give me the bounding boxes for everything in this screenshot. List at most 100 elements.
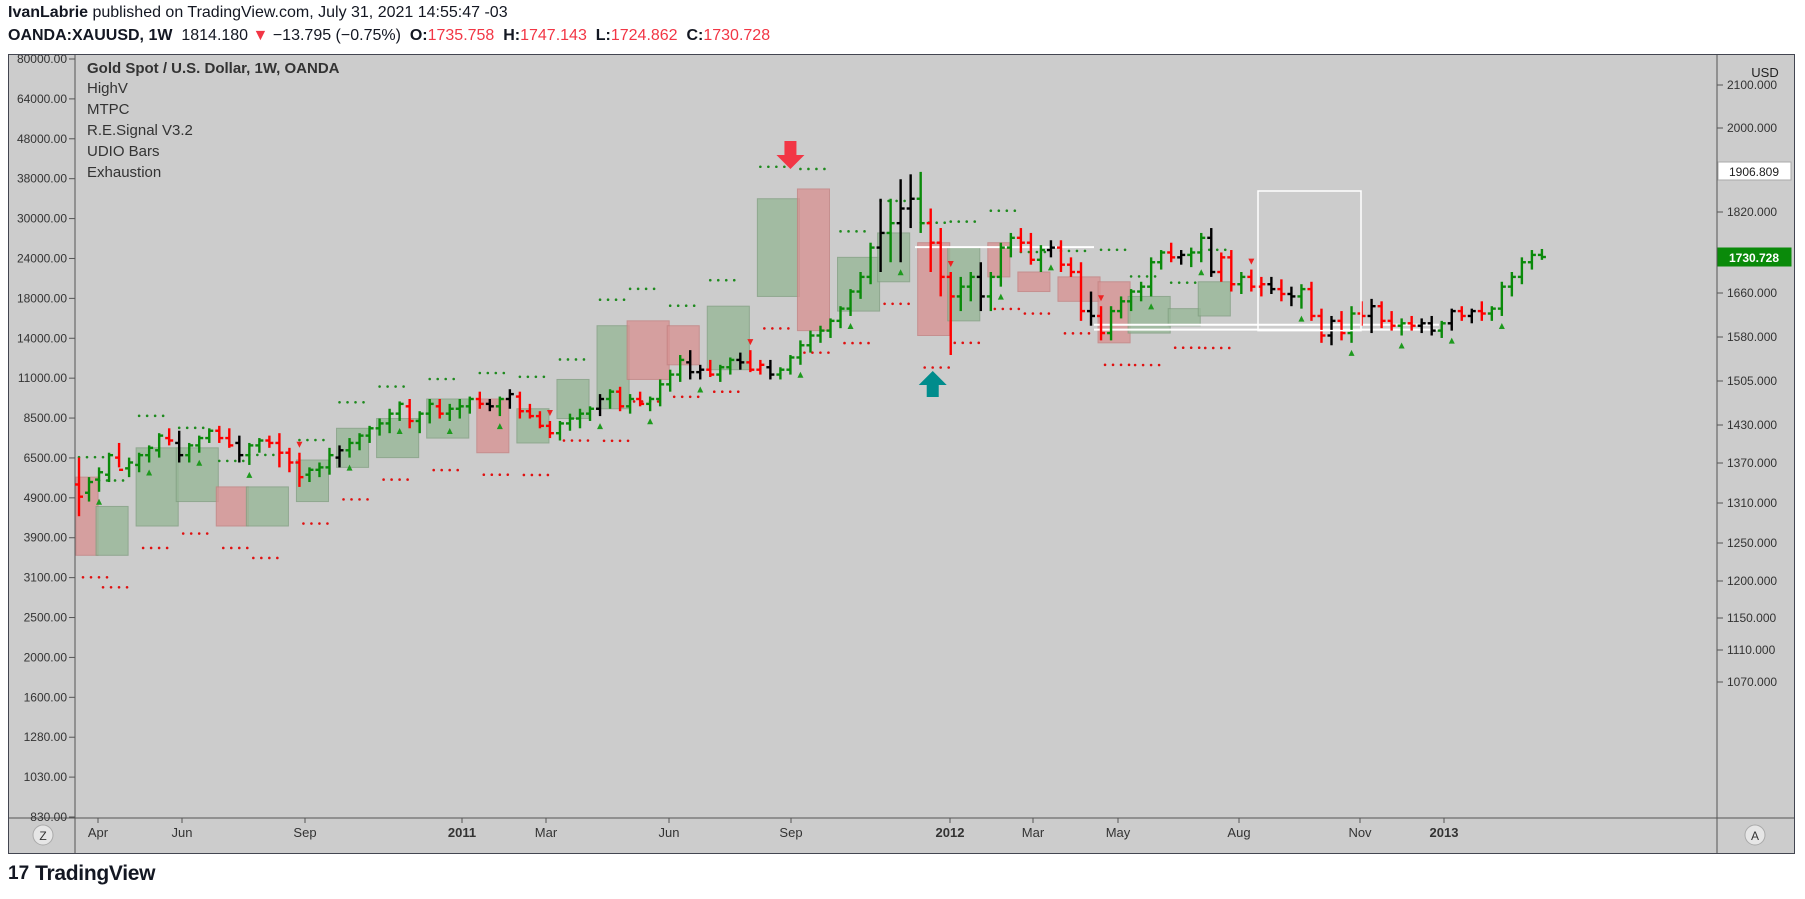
ohlc-bar [796,340,805,378]
ohlc-bar [485,398,494,412]
time-axis-label: Nov [1348,825,1372,840]
ohlc-bar [626,394,635,414]
level-dot [105,479,109,482]
level-dot [728,390,732,393]
signal-up-triangle [597,423,604,430]
level-dot [566,358,570,361]
level-dot [570,439,574,442]
ohlc-bar [135,452,144,473]
auto-scale-button[interactable]: A [1744,824,1766,846]
level-dot [640,400,644,403]
ohlc-bar [1217,252,1226,282]
level-dot [696,395,700,399]
level-dot [113,479,117,482]
ohlc-bar [365,425,374,443]
level-dot [1197,346,1201,350]
left-axis-label: 2000.00 [24,650,68,664]
level-dot [899,302,902,306]
level-dot [1219,346,1223,350]
level-dot [1079,332,1083,335]
ohlc-bar [1297,284,1306,322]
ohlc-bar [876,198,885,273]
level-dot [939,366,942,369]
level-dot [775,165,778,169]
left-axis-label: 1280.00 [24,730,68,744]
level-dot [217,459,221,463]
legend-indicator: HighV [87,80,128,97]
zoom-button-circle[interactable] [32,824,54,846]
level-dot [342,498,345,501]
right-axis-label: 1660.000 [1727,286,1777,300]
level-dot [354,400,357,404]
level-dot [456,468,460,472]
ohlc-bar [616,386,625,412]
ohlc-bar [1287,286,1296,307]
ohlc-bar [475,391,484,409]
level-dot [546,473,550,477]
ohlc-bar [1056,240,1065,273]
ohlc-bar [646,396,655,425]
signal-up-triangle [396,427,403,434]
right-axis-label: 1150.000 [1727,611,1776,625]
chart-frame[interactable]: USD 80000.00 64000.00 48000.00 38000.00 3000… [8,52,1795,854]
legend-block: Gold Spot / U.S. Dollar, 1W, OANDA HighV… [87,60,340,181]
ohlc-bar [996,242,1005,300]
level-dot [326,522,329,525]
zoom-button-label[interactable]: Z [39,829,46,843]
ohlc-bar [1427,315,1436,336]
level-dot [101,455,105,459]
ohlc-bar [766,359,775,380]
level-dot [314,438,317,442]
left-axis: 80000.00 64000.00 48000.00 38000.00 30000.00… [17,52,75,824]
ohlc-bar [1167,242,1176,263]
ohlc-bar [445,403,454,434]
level-dot [272,453,275,457]
zoom-button[interactable]: Z [32,824,54,846]
level-dot [582,358,586,361]
annotations-layer [776,141,1362,397]
signal-zone [1017,271,1051,293]
high-value: 1747.143 [520,27,587,44]
ohlc-bar [1497,281,1506,329]
level-dot [652,287,656,291]
ohlc-bar [1467,308,1476,324]
ohlc-bar [1387,311,1396,331]
ohlc-bar [806,330,815,353]
level-dot [807,167,810,171]
level-dot [883,302,886,306]
footer-brand[interactable]: 17 TradingView [8,862,155,886]
ohlc-bar [1267,276,1276,294]
level-dot [610,439,614,443]
buy-arrow-icon [918,371,947,397]
level-dot [268,556,271,560]
bars-layer [75,171,1546,517]
level-dot [1185,281,1189,284]
price-chart[interactable]: USD 80000.00 64000.00 48000.00 38000.00 3000… [9,52,1794,853]
level-dot [672,395,676,399]
level-dot [1001,307,1005,311]
level-dot [732,278,736,282]
ohlc-bar [565,413,574,431]
ohlc-bar [505,389,514,409]
signal-up-triangle [797,371,804,378]
level-dot [1223,248,1227,252]
signal-zone [596,325,630,410]
level-dot [1181,346,1185,350]
time-axis-label: Mar [1022,825,1045,840]
level-dot [1009,307,1013,311]
tradingview-logo-icon[interactable]: 17 [8,863,30,884]
level-dot [1123,248,1127,252]
right-axis-label: 1430.000 [1727,418,1777,432]
ohlc-bar [255,438,264,453]
tradingview-brand[interactable]: TradingView [35,862,156,885]
level-dot [783,165,786,169]
level-dot [394,385,397,388]
level-dot [366,498,369,501]
ohlc-bar [85,477,94,502]
level-dot [101,585,105,589]
signal-down-triangle [947,261,954,268]
signal-up-triangle [697,386,704,393]
level-dot [1211,346,1215,350]
auto-scale-button-circle[interactable] [1744,824,1766,846]
auto-scale-button-label[interactable]: A [1751,829,1759,843]
